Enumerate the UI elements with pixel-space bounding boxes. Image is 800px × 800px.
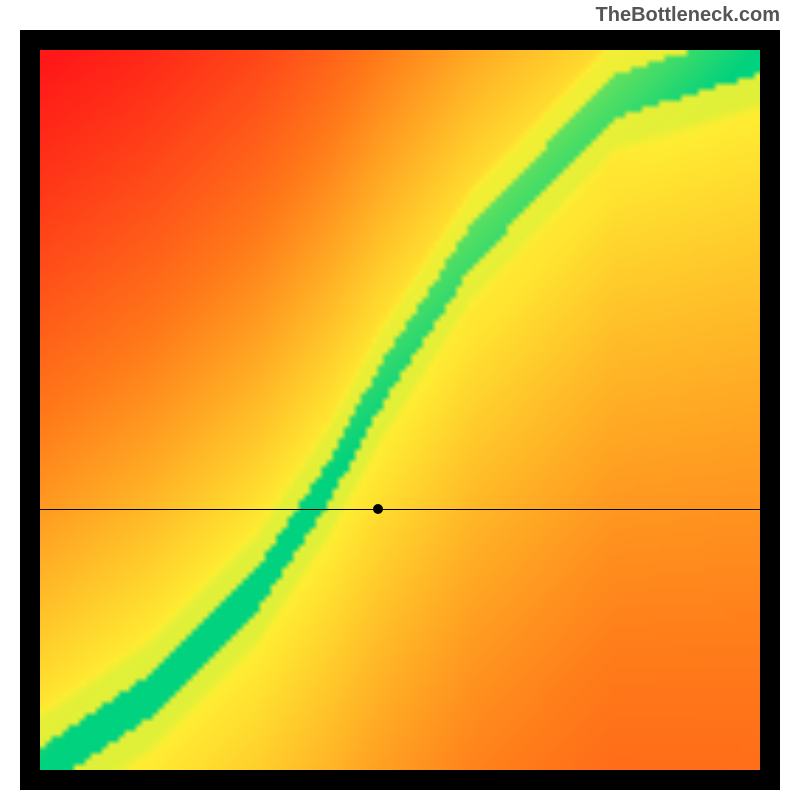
crosshair-point	[373, 504, 383, 514]
crosshair-horizontal	[40, 509, 760, 510]
heatmap-canvas	[40, 50, 760, 770]
watermark-text: TheBottleneck.com	[596, 4, 780, 27]
heatmap-plot	[40, 50, 760, 770]
chart-container: TheBottleneck.com	[0, 0, 800, 800]
